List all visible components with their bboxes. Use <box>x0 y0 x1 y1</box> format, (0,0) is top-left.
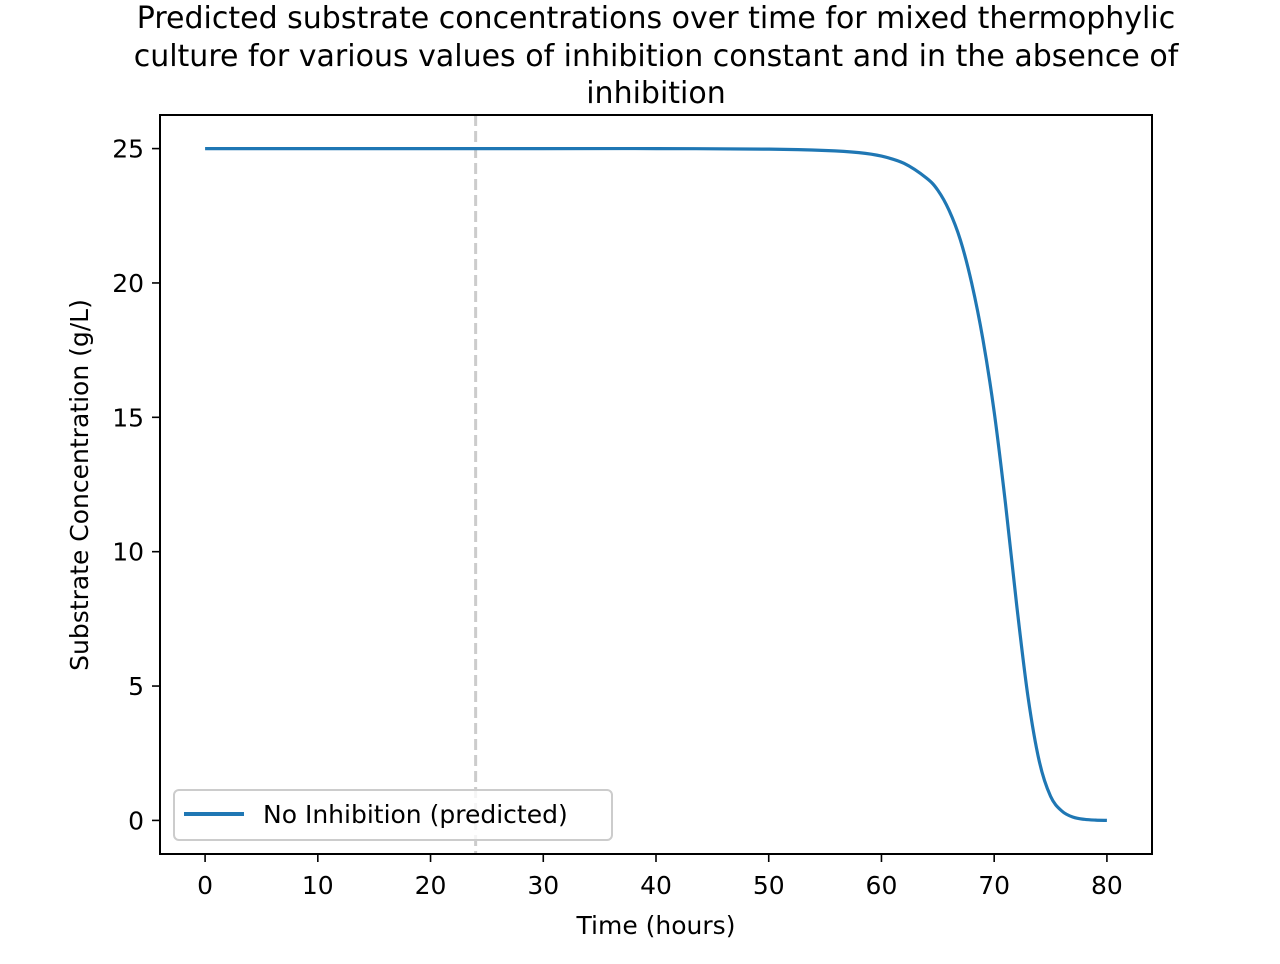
y-tick-label: 25 <box>112 135 144 164</box>
x-tick-label: 10 <box>302 871 334 900</box>
x-tick-label: 40 <box>640 871 672 900</box>
y-tick-label: 5 <box>128 672 144 701</box>
y-axis-ticks: 0 5 10 15 20 25 <box>112 135 160 835</box>
x-axis-ticks: 0 10 20 30 40 50 60 70 80 <box>197 854 1123 900</box>
x-tick-label: 20 <box>415 871 447 900</box>
y-tick-label: 20 <box>112 269 144 298</box>
y-axis-label: Substrate Concentration (g/L) <box>65 299 94 671</box>
x-axis-label: Time (hours) <box>576 911 736 940</box>
chart-title-line-3: inhibition <box>586 76 726 111</box>
x-tick-label: 30 <box>527 871 559 900</box>
legend-box <box>173 789 613 841</box>
legend-label-no-inhibition: No Inhibition (predicted) <box>263 800 568 829</box>
x-tick-label: 80 <box>1091 871 1123 900</box>
chart-title-line-2: culture for various values of inhibition… <box>134 39 1180 74</box>
y-tick-label: 0 <box>128 806 144 835</box>
x-tick-label: 0 <box>197 871 213 900</box>
chart-title: Predicted substrate concentrations over … <box>134 1 1180 111</box>
x-tick-label: 70 <box>978 871 1010 900</box>
y-tick-label: 10 <box>112 538 144 567</box>
x-tick-label: 60 <box>866 871 898 900</box>
x-tick-label: 50 <box>753 871 785 900</box>
series-line-0 <box>205 146 1107 823</box>
y-tick-label: 15 <box>112 403 144 432</box>
chart-title-line-1: Predicted substrate concentrations over … <box>137 1 1175 36</box>
series-layer <box>205 146 1107 823</box>
legend: No Inhibition (predicted) <box>173 789 613 841</box>
